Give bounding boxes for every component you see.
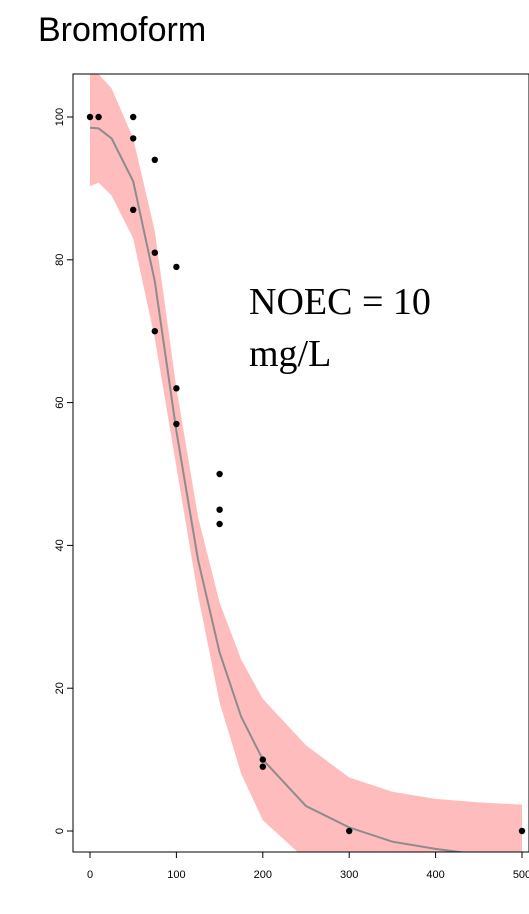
data-point <box>151 249 158 256</box>
x-tick-label: 0 <box>87 869 93 881</box>
y-tick-label: 40 <box>54 539 66 551</box>
x-tick-label: 100 <box>167 869 185 881</box>
data-point <box>151 156 158 163</box>
y-tick-label: 60 <box>54 396 66 408</box>
data-point <box>151 328 158 335</box>
x-tick-label: 400 <box>426 869 444 881</box>
data-point <box>130 135 137 142</box>
y-axis: 0 20 40 60 80 100 <box>54 108 73 834</box>
x-tick-label: 500 <box>513 869 529 881</box>
data-point <box>216 470 223 478</box>
confidence-band <box>90 74 522 852</box>
data-point <box>216 506 223 513</box>
y-tick-label: 100 <box>54 108 66 126</box>
x-tick-label: 300 <box>340 869 358 881</box>
data-point <box>86 113 94 121</box>
fit-curve <box>89 126 467 852</box>
data-point <box>346 827 353 835</box>
data-point <box>130 113 137 121</box>
y-tick-label: 80 <box>54 254 66 266</box>
y-tick-label: 0 <box>54 828 66 834</box>
data-point <box>130 206 137 213</box>
data-point <box>95 113 102 121</box>
noec-annotation: NOEC = 10 mg/L <box>249 276 431 380</box>
noec-annotation-line2: mg/L <box>249 333 332 375</box>
x-tick-label: 200 <box>254 869 272 881</box>
x-axis: 0 100 200 300 400 500 <box>87 852 529 881</box>
data-point <box>173 420 180 428</box>
data-point <box>216 520 223 528</box>
data-point <box>518 827 526 835</box>
data-point <box>259 756 266 763</box>
data-point <box>259 763 266 770</box>
plot-frame <box>72 73 529 853</box>
data-point <box>173 385 180 392</box>
chart-title: Bromoform <box>38 11 207 49</box>
y-tick-label: 20 <box>54 682 66 694</box>
data-point <box>173 263 180 271</box>
noec-annotation-line1: NOEC = 10 <box>249 281 431 323</box>
